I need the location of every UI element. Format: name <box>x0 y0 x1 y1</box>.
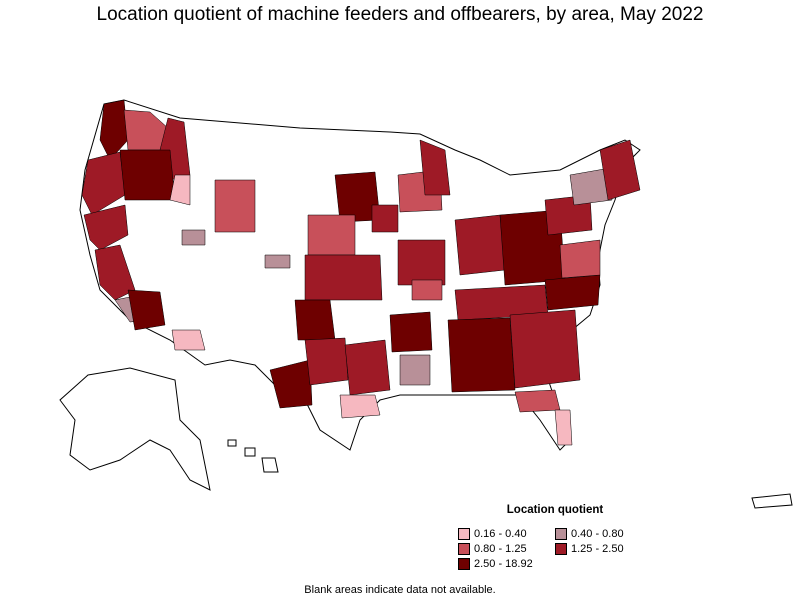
region-ca-north <box>83 204 129 251</box>
region-mo-central <box>397 239 446 286</box>
region-ny <box>569 167 613 206</box>
region-ga-sc <box>509 309 581 389</box>
region-or-central <box>119 149 176 201</box>
legend-item-4: 2.50 - 18.92 <box>458 558 533 570</box>
region-or-west <box>81 151 126 216</box>
alaska-outline <box>59 367 211 491</box>
region-mo-east <box>411 279 443 301</box>
legend-swatch-0 <box>458 528 470 540</box>
region-az-central <box>127 289 166 331</box>
legend-label-4: 2.50 - 18.92 <box>474 558 533 570</box>
region-ca-central <box>94 244 136 301</box>
region-ne-east <box>307 214 356 256</box>
region-wi-central <box>419 139 451 196</box>
legend-label-2: 0.80 - 1.25 <box>474 543 527 555</box>
legend-title: Location quotient <box>506 504 604 516</box>
data-note: Blank areas indicate data not available. <box>304 584 496 596</box>
region-new-england <box>599 139 641 201</box>
region-nc <box>544 274 601 311</box>
region-co-east <box>264 254 291 269</box>
region-ok-central <box>294 299 336 341</box>
region-la-north <box>399 354 431 386</box>
region-mn-south <box>371 204 399 233</box>
legend-item-2: 0.80 - 1.25 <box>458 543 527 555</box>
region-va <box>559 239 601 279</box>
legend-label-0: 0.16 - 0.40 <box>474 528 527 540</box>
map-title: Location quotient of machine feeders and… <box>96 4 704 25</box>
region-tx-central <box>304 337 349 386</box>
puerto-rico <box>751 493 793 509</box>
legend-label-1: 0.40 - 0.80 <box>571 528 624 540</box>
legend-label-3: 1.25 - 2.50 <box>571 543 624 555</box>
legend-item-1: 0.40 - 0.80 <box>555 528 624 540</box>
legend-item-3: 1.25 - 2.50 <box>555 543 624 555</box>
region-ks-central <box>304 254 383 301</box>
hawaii-islands <box>227 439 279 473</box>
region-tx-east <box>344 339 391 396</box>
legend: Location quotient 0.16 - 0.40 0.40 - 0.8… <box>440 504 690 576</box>
legend-swatch-2 <box>458 543 470 555</box>
region-fl-north <box>514 389 561 413</box>
region-il-in <box>454 214 506 276</box>
region-tx-south <box>339 394 381 419</box>
legend-swatch-1 <box>555 528 567 540</box>
region-fl-south <box>554 409 573 446</box>
region-az-south <box>171 329 206 351</box>
legend-item-0: 0.16 - 0.40 <box>458 528 527 540</box>
region-ms-al <box>447 317 516 393</box>
region-tx-west <box>269 359 313 409</box>
region-id-south <box>169 174 191 206</box>
region-ut-north <box>181 229 206 246</box>
legend-swatch-4 <box>458 558 470 570</box>
region-wa-west <box>99 99 129 161</box>
legend-swatch-3 <box>555 543 567 555</box>
region-ar-central <box>389 311 433 353</box>
region-wy-central <box>214 179 256 233</box>
